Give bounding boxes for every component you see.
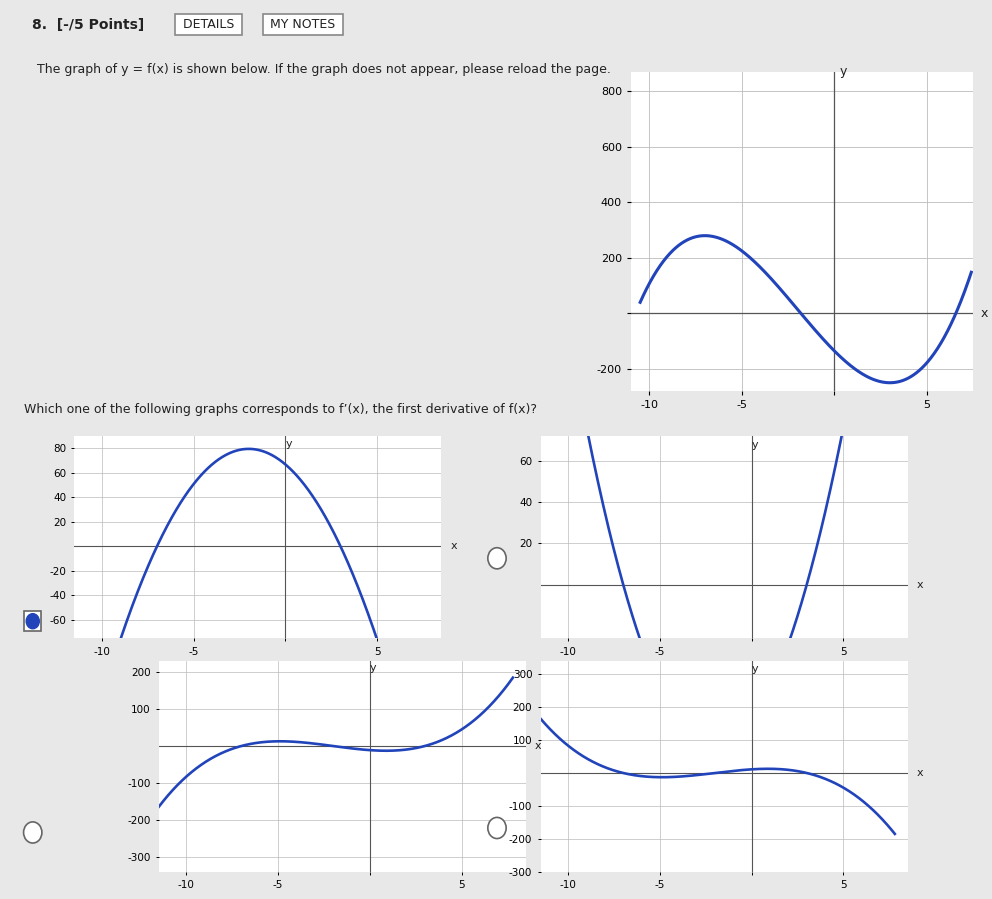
- Text: x: x: [980, 307, 988, 320]
- FancyBboxPatch shape: [24, 611, 42, 631]
- Text: x: x: [450, 541, 457, 551]
- Circle shape: [26, 614, 40, 628]
- Text: x: x: [535, 741, 542, 751]
- Text: y: y: [840, 66, 847, 78]
- Text: y: y: [286, 440, 292, 450]
- Text: y: y: [752, 664, 758, 674]
- Text: MY NOTES: MY NOTES: [266, 18, 339, 31]
- Text: y: y: [752, 441, 758, 450]
- Text: DETAILS: DETAILS: [179, 18, 238, 31]
- Text: x: x: [917, 768, 924, 778]
- Text: x: x: [917, 580, 924, 590]
- Text: Which one of the following graphs corresponds to f’(x), the first derivative of : Which one of the following graphs corres…: [24, 403, 537, 415]
- Circle shape: [488, 817, 506, 839]
- Circle shape: [488, 547, 506, 569]
- Text: 8.  [-/5 Points]: 8. [-/5 Points]: [33, 18, 145, 31]
- Text: The graph of y = f(x) is shown below. If the graph does not appear, please reloa: The graph of y = f(x) is shown below. If…: [38, 63, 611, 76]
- Circle shape: [24, 822, 42, 843]
- Text: y: y: [370, 663, 376, 673]
